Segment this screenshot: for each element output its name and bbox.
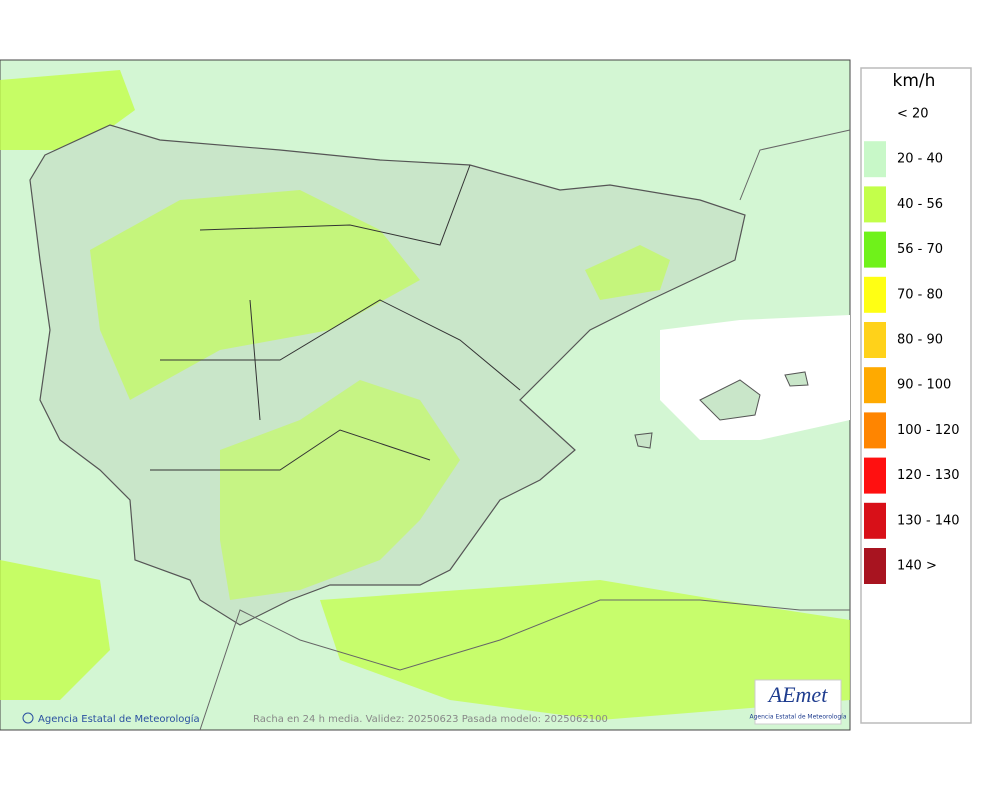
calm-area (660, 315, 850, 440)
copyright-icon (22, 712, 34, 724)
legend-swatch (864, 412, 886, 449)
wind-area (585, 245, 670, 300)
menorca (784, 371, 809, 387)
legend-label: 90 - 100 (897, 378, 951, 393)
region-borders (150, 164, 521, 471)
legend-label: 130 - 140 (897, 513, 960, 528)
wind-area (0, 560, 110, 700)
legend-label: < 20 (897, 107, 929, 122)
logo-subtitle: Agencia Estatal de Meteorología (750, 714, 847, 721)
legend-label: 140 > (897, 559, 937, 574)
caption: Racha en 24 h media. Validez: 20250623 P… (253, 714, 608, 725)
legend-swatch (864, 548, 886, 584)
wind-area (320, 580, 850, 720)
legend-swatch (864, 502, 886, 539)
legend-swatch (864, 231, 886, 268)
france-coast (739, 129, 851, 201)
credit: Agencia Estatal de Meteorología (38, 713, 200, 725)
logo-box (754, 679, 842, 725)
legend-swatch (864, 186, 886, 223)
legend: km/h < 20 20 - 40 40 - 56 56 - 70 70 - 80 80 … (860, 67, 972, 724)
mallorca (699, 379, 761, 421)
ibiza (634, 432, 653, 449)
logo: AEmet (767, 682, 829, 707)
legend-swatch (864, 96, 886, 132)
map: Agencia Estatal de Meteorología Racha en… (0, 59, 851, 731)
legend-label: 56 - 70 (897, 242, 943, 257)
legend-label: 20 - 40 (897, 152, 943, 167)
legend-swatch (864, 367, 886, 404)
wind-area (220, 380, 460, 600)
legend-swatch (864, 322, 886, 358)
legend-label: 80 - 90 (897, 333, 943, 348)
legend-label: 40 - 56 (897, 197, 943, 212)
legend-label: 100 - 120 (897, 423, 960, 438)
legend-swatch (864, 276, 886, 313)
legend-label: 120 - 130 (897, 468, 960, 483)
legend-swatch (864, 141, 886, 178)
legend-swatch (864, 457, 886, 494)
legend-title: km/h (893, 71, 936, 91)
wind-area (90, 190, 420, 400)
north-africa-coast (199, 599, 850, 731)
legend-label: 70 - 80 (897, 287, 943, 302)
